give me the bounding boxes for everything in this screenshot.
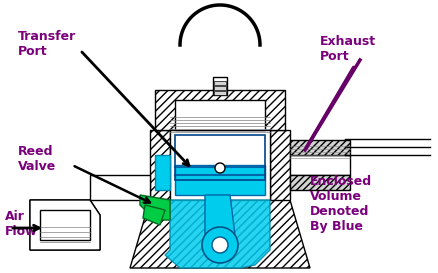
Bar xyxy=(213,91,226,95)
Polygon shape xyxy=(140,195,170,220)
Polygon shape xyxy=(150,130,170,200)
Polygon shape xyxy=(30,200,100,250)
Bar xyxy=(155,90,284,130)
Polygon shape xyxy=(290,175,349,190)
Polygon shape xyxy=(130,200,309,268)
Polygon shape xyxy=(143,205,165,225)
Bar xyxy=(170,130,269,200)
Polygon shape xyxy=(269,130,290,200)
Polygon shape xyxy=(165,200,269,268)
Bar xyxy=(213,86,226,90)
Bar xyxy=(175,135,265,180)
Polygon shape xyxy=(290,140,349,155)
Bar xyxy=(40,210,90,240)
Bar xyxy=(155,155,170,190)
Circle shape xyxy=(212,237,227,253)
Bar xyxy=(213,81,226,85)
Text: Reed
Valve: Reed Valve xyxy=(18,145,56,173)
Polygon shape xyxy=(30,200,100,250)
Polygon shape xyxy=(90,175,150,200)
Text: Exhaust
Port: Exhaust Port xyxy=(319,35,375,63)
Polygon shape xyxy=(290,155,349,175)
Circle shape xyxy=(215,163,225,173)
Bar xyxy=(175,100,265,130)
Circle shape xyxy=(201,227,237,263)
Polygon shape xyxy=(205,195,234,250)
Text: Air
Flow: Air Flow xyxy=(5,210,38,238)
Text: Enclosed
Volume
Denoted
By Blue: Enclosed Volume Denoted By Blue xyxy=(309,175,371,233)
Bar xyxy=(175,165,265,195)
Text: Transfer
Port: Transfer Port xyxy=(18,30,76,58)
Bar xyxy=(212,77,226,95)
